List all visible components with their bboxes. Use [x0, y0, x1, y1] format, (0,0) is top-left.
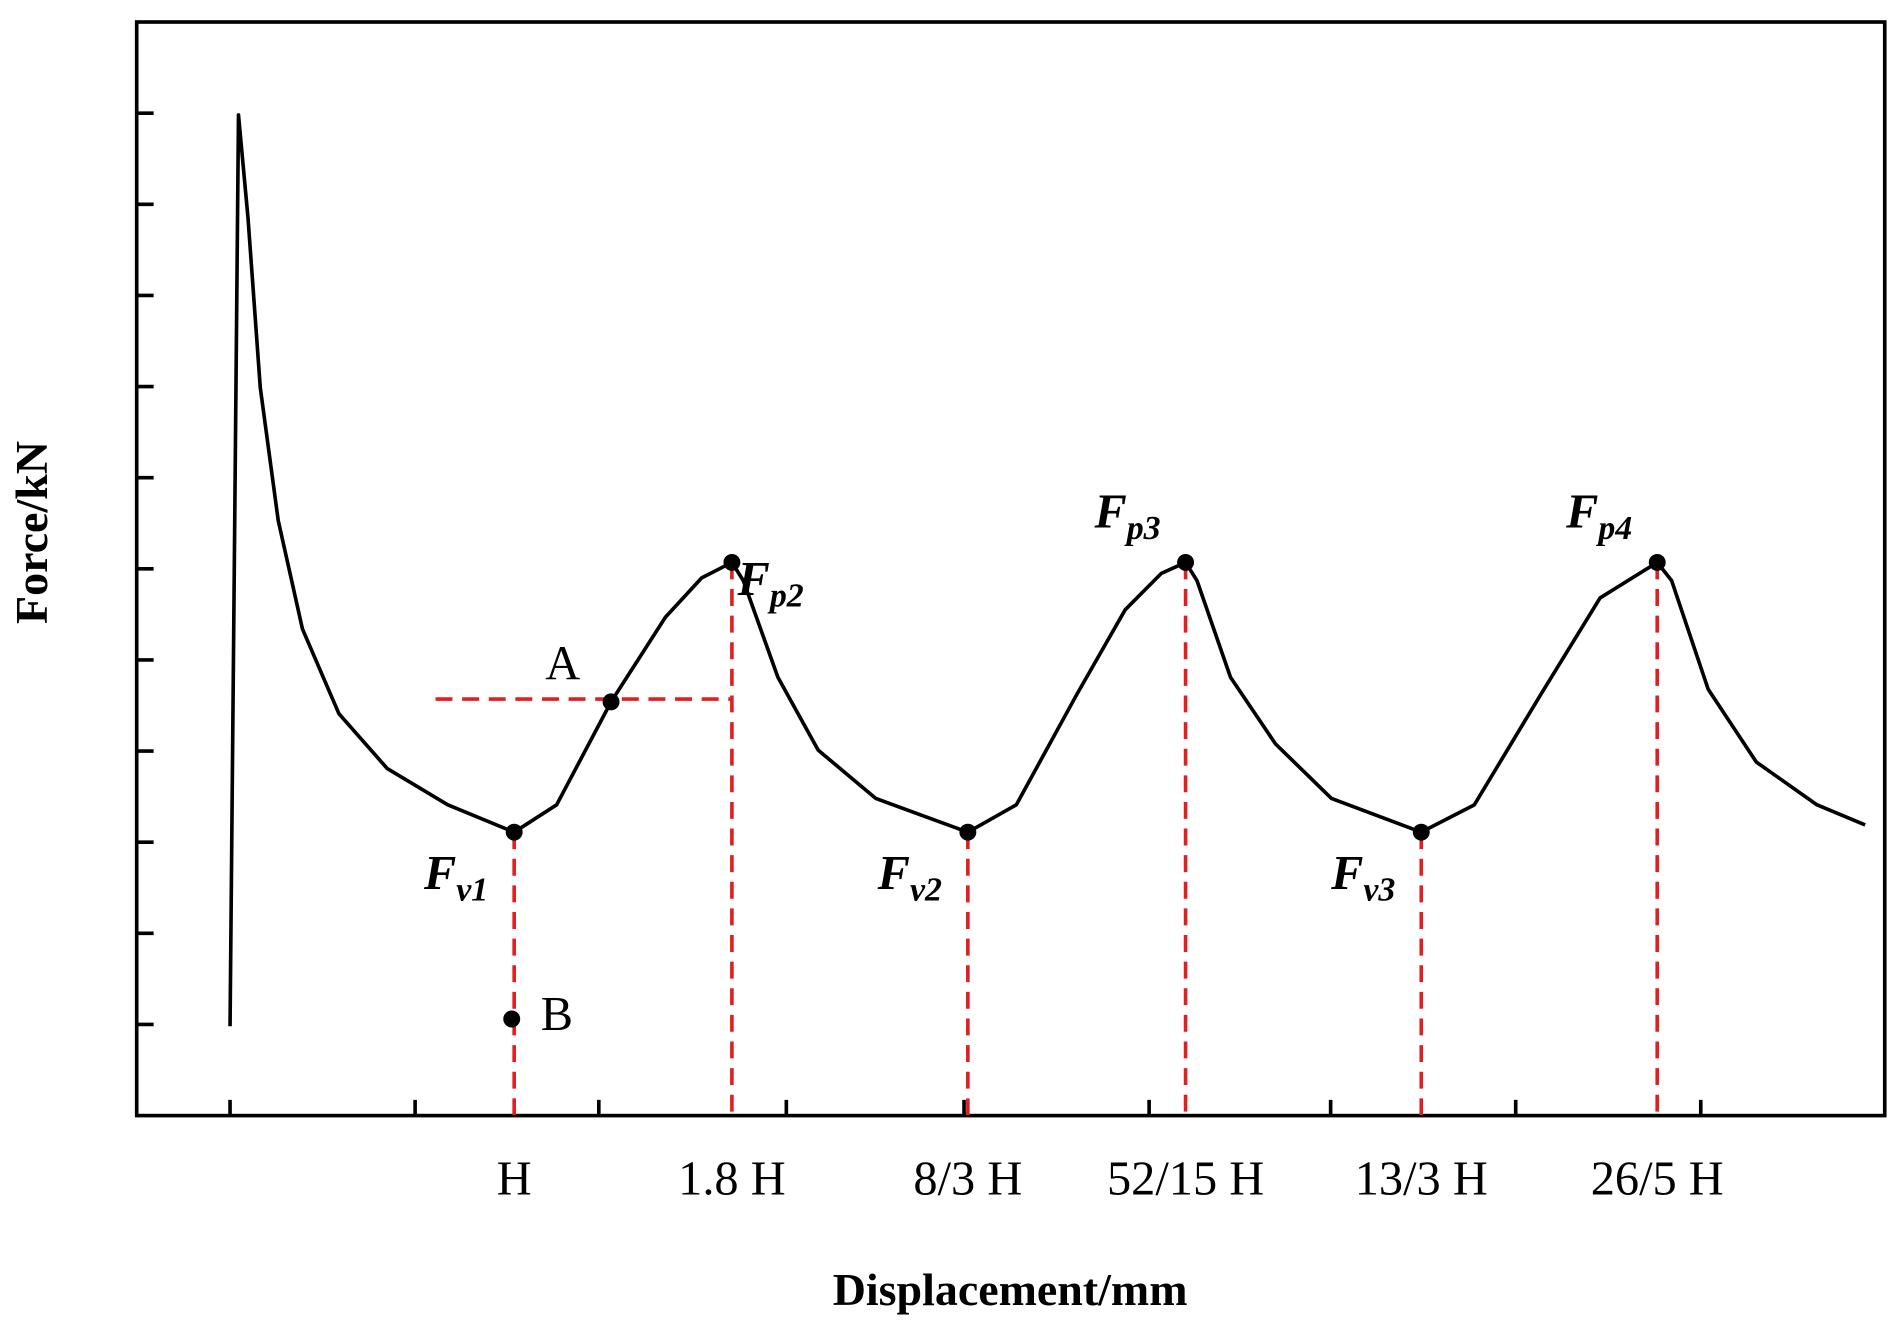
y-axis-title: Force/kN — [6, 441, 57, 624]
x-tick-label: 26/5 H — [1591, 1152, 1724, 1205]
point-label-subscript: v1 — [456, 871, 488, 908]
point-label: Fv3 — [1330, 847, 1395, 908]
point-marker — [503, 1010, 521, 1028]
point-label-main: F — [423, 847, 456, 900]
x-axis-title: Displacement/mm — [833, 1264, 1188, 1315]
point-label-main: F — [737, 553, 770, 606]
point-label: Fp4 — [1565, 486, 1632, 547]
point-label-main: F — [877, 847, 910, 900]
point-label-main: F — [1093, 486, 1126, 539]
point-label-subscript: p3 — [1124, 510, 1161, 547]
point-label: Fp3 — [1093, 486, 1160, 547]
point-label-subscript: v2 — [910, 871, 942, 908]
guides — [435, 562, 1660, 1116]
point-marker — [1648, 553, 1666, 571]
x-tick-label: 8/3 H — [913, 1152, 1022, 1205]
point-label: Fv2 — [877, 847, 942, 908]
point-marker — [723, 553, 741, 571]
x-tick-label: 13/3 H — [1355, 1152, 1488, 1205]
x-tick-label: 1.8 H — [678, 1152, 786, 1205]
point-marker — [1177, 553, 1195, 571]
point-label: Fv1 — [423, 847, 488, 908]
point-marker — [1412, 823, 1430, 841]
x-tick-label: 52/15 H — [1107, 1152, 1264, 1205]
point-label-subscript: p2 — [767, 577, 804, 614]
point-marker — [505, 823, 523, 841]
point-label-main: F — [1565, 486, 1598, 539]
plot-frame — [134, 20, 1887, 1118]
point-label-subscript: v3 — [1363, 871, 1395, 908]
point-label: Fp2 — [737, 553, 804, 614]
point-label: B — [541, 988, 573, 1041]
point-marker — [602, 693, 620, 711]
point-label-main: F — [1330, 847, 1363, 900]
point-marker — [959, 823, 977, 841]
point-label-subscript: p4 — [1595, 510, 1632, 547]
point-label: A — [545, 637, 580, 690]
x-tick-label: H — [497, 1152, 532, 1205]
